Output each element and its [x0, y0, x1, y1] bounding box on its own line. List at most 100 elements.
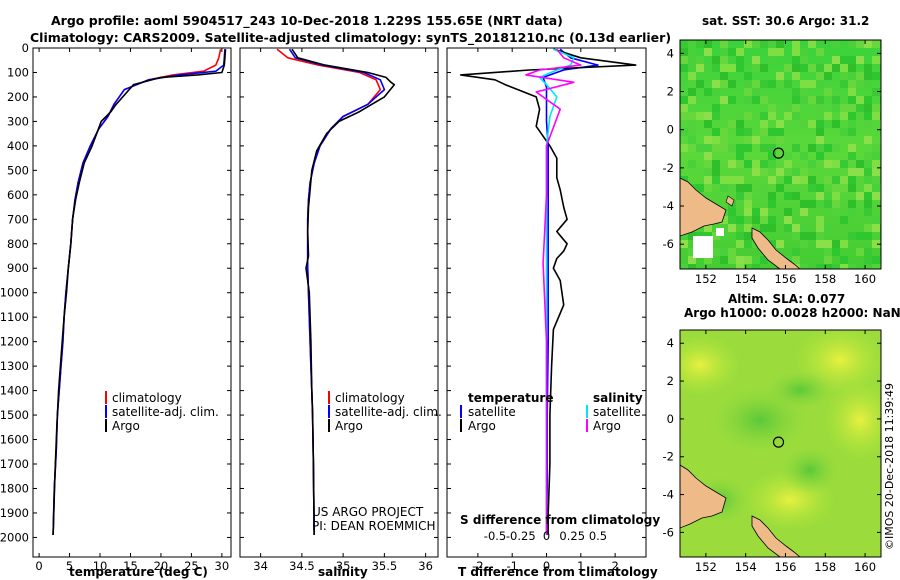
- sst-cell: [816, 96, 824, 104]
- sst-cell: [848, 72, 856, 80]
- sst-cell: [864, 232, 872, 240]
- sst-cell: [856, 80, 864, 88]
- sst-cell: [736, 192, 744, 200]
- sst-cell: [776, 48, 784, 56]
- sla-map-frame: [679, 329, 882, 558]
- sst-cell: [696, 184, 704, 192]
- sst-cell: [792, 248, 800, 256]
- header-line-2: Climatology: CARS2009. Satellite-adjuste…: [30, 30, 671, 46]
- series-line-s-argo: [525, 48, 582, 535]
- difference-series: [459, 48, 637, 536]
- sst-cell: [712, 80, 720, 88]
- sst-cell: [816, 136, 824, 144]
- sst-cell: [848, 176, 856, 184]
- sst-cell: [696, 56, 704, 64]
- sst-cell: [808, 80, 816, 88]
- sst-cell: [728, 144, 736, 152]
- series-line-satellite-adj-clim-: [288, 48, 386, 536]
- sst-cell: [816, 48, 824, 56]
- sst-cell: [792, 48, 800, 56]
- sst-cell: [728, 48, 736, 56]
- sst-cell: [800, 264, 808, 269]
- map-y-tick-label: 2: [667, 85, 674, 99]
- sst-cell: [744, 144, 752, 152]
- legend-t-argo: Argo: [468, 419, 496, 433]
- x-tick-label: 10: [93, 559, 108, 573]
- sst-cell: [696, 64, 704, 72]
- sst-cell: [688, 256, 696, 264]
- sst-cell: [800, 224, 808, 232]
- sst-cell: [848, 200, 856, 208]
- sst-cell: [832, 184, 840, 192]
- sst-cell: [872, 216, 880, 224]
- sst-cell: [768, 224, 776, 232]
- sst-cell: [680, 232, 688, 240]
- sst-cell: [744, 232, 752, 240]
- sst-cell: [872, 184, 880, 192]
- sst-cell: [712, 192, 720, 200]
- sst-cell: [744, 88, 752, 96]
- x-tick-label: 1: [577, 559, 584, 573]
- sst-cell: [712, 248, 720, 256]
- sst-cell: [680, 128, 688, 136]
- sst-cell: [688, 136, 696, 144]
- temperature-x-axis: 0 5 10 15 20 25 30: [35, 48, 229, 573]
- sst-cell: [864, 200, 872, 208]
- sst-cell: [808, 144, 816, 152]
- sst-cell: [736, 232, 744, 240]
- sst-cell: [792, 56, 800, 64]
- sst-cell: [680, 96, 688, 104]
- temperature-legend: climatology satellite-adj. clim. Argo: [105, 391, 219, 433]
- sst-cell: [752, 264, 760, 269]
- map-x-tick-label: 158: [814, 272, 836, 286]
- sst-cell: [744, 192, 752, 200]
- sst-cell: [736, 120, 744, 128]
- sst-cell: [744, 128, 752, 136]
- sst-cell: [848, 184, 856, 192]
- sst-cell: [704, 184, 712, 192]
- depth-tick-label: 900: [7, 261, 29, 275]
- sst-cell: [840, 72, 848, 80]
- map-x-tick-label: 152: [695, 272, 717, 286]
- sst-cell: [840, 64, 848, 72]
- sst-cell: [872, 200, 880, 208]
- map-y-tick-label: 0: [667, 123, 674, 137]
- legend-header-salinity: salinity: [593, 391, 643, 405]
- sst-cell: [784, 64, 792, 72]
- sst-cell: [712, 160, 720, 168]
- sst-cell: [768, 56, 776, 64]
- difference-x-axis: -2 -1 0 1 2: [472, 48, 619, 573]
- map-y-tick-label: -6: [663, 525, 674, 539]
- sst-cell: [712, 176, 720, 184]
- sst-cell: [760, 64, 768, 72]
- sst-cell: [776, 168, 784, 176]
- series-line-t-satellite: [542, 48, 599, 536]
- x-tick-label: 20: [154, 559, 169, 573]
- depth-tick-label: 1500: [0, 408, 29, 422]
- sst-cell: [856, 200, 864, 208]
- sst-cell: [816, 192, 824, 200]
- series-line-satellite-adj-clim-: [52, 49, 226, 536]
- sst-cell: [736, 256, 744, 264]
- sst-cell: [704, 160, 712, 168]
- sst-cell: [872, 104, 880, 112]
- sst-cell: [800, 232, 808, 240]
- sst-cell: [840, 56, 848, 64]
- legend-s-argo: Argo: [593, 419, 621, 433]
- sst-cell: [768, 128, 776, 136]
- sst-cell: [680, 104, 688, 112]
- sst-cell: [848, 88, 856, 96]
- sst-cell: [776, 72, 784, 80]
- sst-cell: [792, 192, 800, 200]
- sst-cell: [856, 72, 864, 80]
- sst-cell: [784, 104, 792, 112]
- sst-cell: [872, 72, 880, 80]
- sst-cell: [864, 168, 872, 176]
- sst-cell: [832, 40, 840, 48]
- temperature-series: [52, 49, 227, 536]
- sla-map-axes: 152 154 156 158 160 4 2 0 -2 -4 -6: [663, 330, 881, 574]
- sst-cell: [784, 152, 792, 160]
- depth-tick-label: 1200: [0, 335, 29, 349]
- sst-cell: [856, 40, 864, 48]
